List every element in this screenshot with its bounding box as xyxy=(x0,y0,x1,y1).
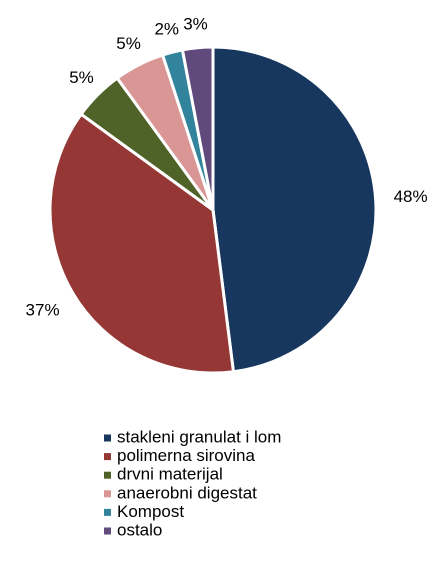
legend-label: Kompost xyxy=(117,502,184,521)
legend-label: stakleni granulat i lom xyxy=(117,427,281,446)
pie-slice xyxy=(48,112,236,375)
legend-marker xyxy=(104,471,111,479)
data-label: 5% xyxy=(69,68,94,87)
data-label: 48% xyxy=(394,187,428,206)
legend-marker xyxy=(104,490,111,498)
pie-slice xyxy=(180,45,215,211)
pie-slice xyxy=(211,45,378,374)
legend-label: drvni materijal xyxy=(117,465,223,484)
legend-marker xyxy=(104,453,111,461)
data-label: 37% xyxy=(26,300,60,319)
legend-label: polimerna sirovina xyxy=(117,446,255,465)
legend-label: ostalo xyxy=(117,520,162,539)
legend-marker xyxy=(104,527,111,535)
legend-label: anaerobni digestat xyxy=(117,483,257,502)
legend-marker xyxy=(104,434,111,442)
data-label: 2% xyxy=(154,19,179,38)
data-label: 5% xyxy=(116,34,141,53)
data-label: 3% xyxy=(183,14,208,33)
legend-marker xyxy=(104,508,111,516)
